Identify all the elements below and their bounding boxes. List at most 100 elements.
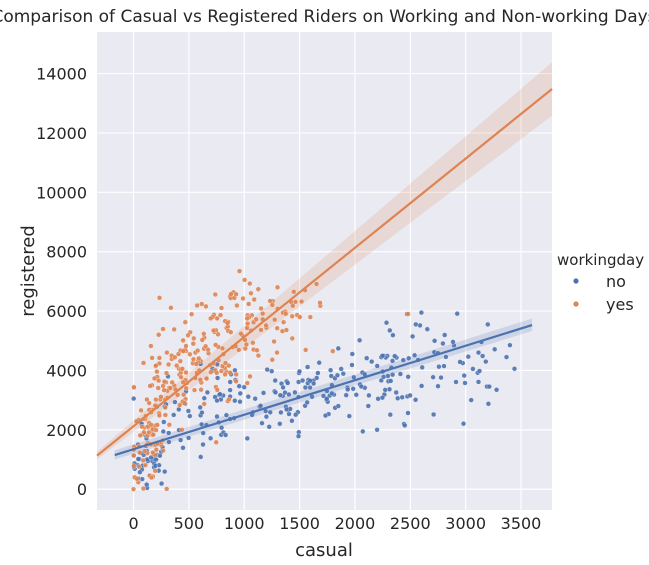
legend-title: workingday (557, 251, 644, 269)
data-point-no (413, 321, 419, 327)
data-point-yes (272, 317, 278, 323)
data-point-yes (224, 320, 231, 326)
data-point-yes (233, 378, 239, 384)
data-point-yes (228, 329, 234, 335)
data-point-no (338, 366, 344, 372)
data-point-yes (201, 401, 207, 407)
data-point-yes (274, 325, 280, 331)
data-point-yes (234, 302, 240, 309)
data-point-yes (180, 379, 186, 385)
data-point-yes (156, 378, 162, 384)
data-point-no (431, 411, 437, 418)
data-point-no (485, 321, 491, 327)
data-point-yes (155, 385, 161, 391)
data-point-yes (160, 448, 166, 454)
y-tick-label: 8000 (46, 243, 87, 262)
data-point-yes (244, 325, 250, 331)
data-point-no (390, 332, 396, 338)
data-point-no (277, 421, 283, 427)
data-point-no (461, 373, 467, 379)
data-point-yes (197, 377, 203, 383)
data-point-no (369, 359, 375, 365)
data-point-yes (179, 427, 185, 433)
data-point-yes (248, 290, 254, 296)
data-point-no (244, 435, 250, 441)
data-point-no (443, 354, 449, 360)
data-point-no (199, 410, 205, 416)
data-point-yes (240, 295, 246, 302)
data-point-yes (153, 397, 159, 403)
data-point-no (329, 390, 335, 396)
data-point-yes (251, 296, 257, 303)
data-point-no (305, 364, 311, 370)
data-point-no (389, 358, 396, 364)
y-tick-label: 2000 (46, 421, 87, 440)
x-tick-label: 3000 (445, 514, 486, 533)
data-point-no (237, 390, 243, 396)
data-point-no (215, 375, 221, 381)
data-point-no (465, 354, 471, 360)
data-point-no (511, 366, 518, 372)
data-point-no (278, 409, 284, 415)
data-point-yes (258, 305, 264, 312)
data-point-yes (196, 355, 202, 361)
data-point-yes (236, 268, 243, 274)
data-point-no (379, 395, 385, 401)
data-point-yes (156, 332, 162, 338)
x-axis-label: casual (295, 540, 353, 561)
data-point-no (200, 430, 206, 436)
data-point-no (349, 362, 355, 368)
data-point-yes (299, 299, 305, 305)
data-point-no (162, 469, 168, 475)
data-point-yes (313, 281, 320, 287)
data-point-no (131, 396, 137, 402)
data-point-no (198, 454, 204, 460)
data-point-yes (162, 404, 168, 411)
data-point-no (450, 339, 456, 345)
data-point-no (223, 412, 229, 418)
data-point-no (507, 342, 513, 348)
data-point-no (214, 398, 220, 404)
data-point-no (343, 392, 349, 398)
data-point-no (241, 384, 247, 390)
data-point-no (340, 371, 346, 377)
x-tick-label: 2000 (335, 514, 376, 533)
x-tick-label: 1500 (279, 514, 320, 533)
data-point-no (316, 360, 322, 366)
data-point-yes (153, 427, 159, 433)
data-point-yes (140, 485, 146, 492)
data-point-yes (219, 345, 226, 351)
data-point-no (390, 372, 396, 378)
data-point-yes (203, 376, 210, 382)
data-point-no (320, 393, 327, 399)
data-point-no (418, 310, 424, 316)
y-tick-label: 0 (77, 480, 87, 499)
data-point-no (171, 412, 177, 418)
data-point-yes (245, 321, 251, 327)
data-point-yes (171, 326, 177, 332)
data-point-yes (317, 300, 323, 306)
regression-lines (96, 88, 553, 457)
data-point-no (470, 366, 476, 372)
data-point-no (236, 383, 242, 389)
data-point-yes (180, 337, 186, 343)
data-point-yes (166, 361, 172, 368)
data-point-no (172, 399, 178, 405)
data-point-no (353, 392, 359, 398)
data-point-yes (142, 462, 148, 468)
data-point-yes (147, 383, 153, 389)
data-point-no (307, 378, 313, 384)
data-point-yes (144, 396, 150, 403)
data-point-no (217, 391, 223, 397)
data-point-no (302, 384, 308, 391)
data-point-no (475, 379, 482, 385)
data-point-yes (269, 302, 275, 308)
data-point-yes (193, 361, 199, 367)
grid-lines (97, 32, 552, 510)
data-point-yes (267, 298, 273, 304)
data-point-yes (169, 379, 175, 385)
data-point-no (460, 421, 467, 427)
data-point-yes (255, 353, 261, 359)
data-point-no (252, 396, 258, 402)
data-point-yes (194, 302, 200, 309)
